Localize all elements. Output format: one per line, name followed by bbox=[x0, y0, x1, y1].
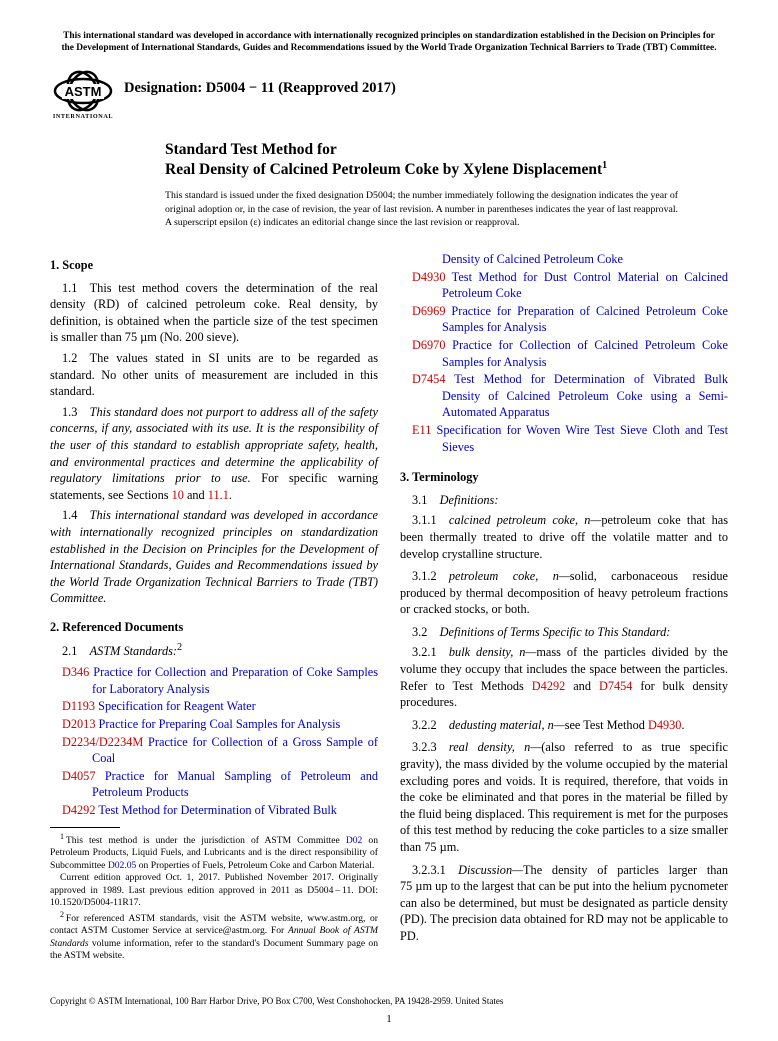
designation: Designation: D5004 − 11 (Reapproved 2017… bbox=[124, 79, 396, 99]
header-note: This international standard was develope… bbox=[50, 30, 728, 54]
para-2-1: 2.1 ASTM Standards:2 bbox=[50, 641, 378, 660]
ref-d4057: D4057 Practice for Manual Sampling of Pe… bbox=[50, 768, 378, 801]
para-3-2-3-1: 3.2.3.1 Discussion—The density of partic… bbox=[400, 862, 728, 945]
terminology-head: 3. Terminology bbox=[400, 469, 728, 486]
title-block: Standard Test Method for Real Density of… bbox=[165, 140, 728, 179]
para-3-2-2: 3.2.2 dedusting material, n—see Test Met… bbox=[400, 717, 728, 734]
para-1-1: 1.1 This test method covers the determin… bbox=[50, 280, 378, 346]
link-d02-05[interactable]: D02.05 bbox=[108, 860, 137, 871]
link-sec-10[interactable]: 10 bbox=[172, 488, 184, 502]
footnote-1: 1 This test method is under the jurisdic… bbox=[50, 832, 378, 873]
issued-note: This standard is issued under the fixed … bbox=[165, 189, 678, 229]
ref-d346: D346 Practice for Collection and Prepara… bbox=[50, 664, 378, 697]
para-1-2: 1.2 The values stated in SI units are to… bbox=[50, 350, 378, 400]
right-column: Density of Calcined Petroleum Coke D4930… bbox=[400, 251, 728, 963]
para-3-2: 3.2 Definitions of Terms Specific to Thi… bbox=[400, 624, 728, 641]
ref-d4930: D4930 Test Method for Dust Control Mater… bbox=[400, 269, 728, 302]
left-column: 1. Scope 1.1 This test method covers the… bbox=[50, 251, 378, 963]
para-1-3: 1.3 This standard does not purport to ad… bbox=[50, 404, 378, 504]
ref-d2234: D2234/D2234M Practice for Collection of … bbox=[50, 734, 378, 767]
ref-d7454: D7454 Test Method for Determination of V… bbox=[400, 371, 728, 421]
ref-d4292: D4292 Test Method for Determination of V… bbox=[50, 802, 378, 819]
refdocs-head: 2. Referenced Documents bbox=[50, 619, 378, 636]
para-1-4: 1.4 This international standard was deve… bbox=[50, 507, 378, 607]
copyright: Copyright © ASTM International, 100 Barr… bbox=[50, 995, 503, 1007]
link-sec-11-1[interactable]: 11.1 bbox=[208, 488, 229, 502]
logo-text: INTERNATIONAL bbox=[52, 113, 114, 121]
ref-d1193: D1193 Specification for Reagent Water bbox=[50, 698, 378, 715]
ref-d6969: D6969 Practice for Preparation of Calcin… bbox=[400, 303, 728, 336]
ref-d6970: D6970 Practice for Collection of Calcine… bbox=[400, 337, 728, 370]
link-d7454[interactable]: D7454 bbox=[599, 679, 632, 693]
link-d02[interactable]: D02 bbox=[346, 835, 363, 846]
ref-d4292-cont: Density of Calcined Petroleum Coke bbox=[400, 251, 728, 268]
astm-logo: ASTM INTERNATIONAL bbox=[52, 68, 114, 118]
svg-text:ASTM: ASTM bbox=[65, 84, 102, 99]
title-sup: 1 bbox=[602, 160, 607, 171]
designation-row: ASTM INTERNATIONAL Designation: D5004 − … bbox=[52, 68, 728, 118]
footnote-2: 2 For referenced ASTM standards, visit t… bbox=[50, 910, 378, 963]
scope-head: 1. Scope bbox=[50, 257, 378, 274]
para-3-1: 3.1 Definitions: bbox=[400, 492, 728, 509]
para-3-1-1: 3.1.1 calcined petroleum coke, n—petrole… bbox=[400, 512, 728, 562]
footnote-separator bbox=[50, 827, 120, 828]
title-main-text: Real Density of Calcined Petroleum Coke … bbox=[165, 161, 602, 178]
link-d4292[interactable]: D4292 bbox=[532, 679, 565, 693]
page-number: 1 bbox=[0, 1012, 778, 1027]
ref-e11: E11 Specification for Woven Wire Test Si… bbox=[400, 422, 728, 455]
link-d4930[interactable]: D4930 bbox=[648, 718, 681, 732]
footnote-1b: Current edition approved Oct. 1, 2017. P… bbox=[50, 872, 378, 909]
title-lead: Standard Test Method for bbox=[165, 140, 728, 159]
ref-d2013: D2013 Practice for Preparing Coal Sample… bbox=[50, 716, 378, 733]
para-3-2-3: 3.2.3 real density, n—(also referred to … bbox=[400, 739, 728, 855]
title-main: Real Density of Calcined Petroleum Coke … bbox=[165, 160, 728, 180]
para-3-1-2: 3.1.2 petroleum coke, n—solid, carbonace… bbox=[400, 568, 728, 618]
para-3-2-1: 3.2.1 bulk density, n—mass of the partic… bbox=[400, 644, 728, 710]
columns: 1. Scope 1.1 This test method covers the… bbox=[50, 251, 728, 963]
